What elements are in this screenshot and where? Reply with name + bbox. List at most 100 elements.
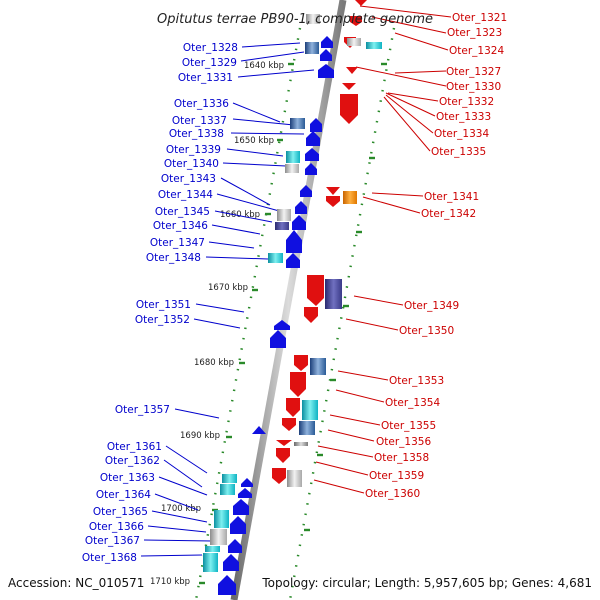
feature-block[interactable] xyxy=(277,209,291,221)
gene-label[interactable]: Oter_1338 xyxy=(169,128,224,140)
gene-marker[interactable] xyxy=(340,94,358,124)
feature-block[interactable] xyxy=(290,118,305,129)
gene-label[interactable]: Oter_1346 xyxy=(153,220,208,232)
gene-label[interactable]: Oter_1358 xyxy=(374,452,429,464)
gene-marker[interactable] xyxy=(272,468,286,484)
gene-marker[interactable] xyxy=(318,64,334,78)
gene-label[interactable]: Oter_1327 xyxy=(446,66,501,78)
gene-marker[interactable] xyxy=(350,16,362,26)
gene-label[interactable]: Oter_1340 xyxy=(164,158,219,170)
gene-label[interactable]: Oter_1333 xyxy=(436,111,491,123)
gene-label[interactable]: Oter_1360 xyxy=(365,488,420,500)
gene-label[interactable]: Oter_1359 xyxy=(369,470,424,482)
gene-label[interactable]: Oter_1362 xyxy=(105,455,160,467)
gene-label[interactable]: Oter_1352 xyxy=(135,314,190,326)
feature-block[interactable] xyxy=(210,529,227,545)
gene-label[interactable]: Oter_1355 xyxy=(381,420,436,432)
gene-label[interactable]: Oter_1353 xyxy=(389,375,444,387)
feature-block[interactable] xyxy=(302,400,318,420)
feature-block[interactable] xyxy=(366,42,382,49)
feature-block[interactable] xyxy=(287,470,302,487)
gene-marker[interactable] xyxy=(270,330,286,348)
gene-marker[interactable] xyxy=(305,163,317,175)
gene-marker[interactable] xyxy=(223,554,239,571)
gene-marker[interactable] xyxy=(241,478,253,487)
feature-block[interactable] xyxy=(275,222,289,230)
gene-label[interactable]: Oter_1354 xyxy=(385,397,440,409)
feature-block[interactable] xyxy=(343,191,357,204)
gene-label[interactable]: Oter_1364 xyxy=(96,489,151,501)
gene-marker[interactable] xyxy=(218,575,236,595)
gene-marker[interactable] xyxy=(252,426,266,434)
gene-marker[interactable] xyxy=(355,0,367,6)
feature-block[interactable] xyxy=(286,151,300,163)
gene-marker[interactable] xyxy=(342,83,356,90)
gene-marker[interactable] xyxy=(307,275,324,306)
gene-label[interactable]: Oter_1334 xyxy=(434,128,489,140)
gene-label[interactable]: Oter_1321 xyxy=(452,12,507,24)
gene-marker[interactable] xyxy=(320,49,332,61)
gene-marker[interactable] xyxy=(286,253,300,268)
gene-label[interactable]: Oter_1367 xyxy=(85,535,140,547)
gene-marker[interactable] xyxy=(228,539,242,553)
gene-label[interactable]: Oter_1344 xyxy=(158,189,213,201)
feature-block[interactable] xyxy=(325,279,342,309)
gene-label[interactable]: Oter_1349 xyxy=(404,300,459,312)
feature-block[interactable] xyxy=(285,164,299,173)
gene-marker[interactable] xyxy=(274,320,290,330)
gene-label[interactable]: Oter_1356 xyxy=(376,436,431,448)
gene-marker[interactable] xyxy=(306,131,320,146)
gene-label[interactable]: Oter_1361 xyxy=(107,441,162,453)
gene-label[interactable]: Oter_1337 xyxy=(172,115,227,127)
gene-marker[interactable] xyxy=(300,185,312,197)
gene-label[interactable]: Oter_1332 xyxy=(439,96,494,108)
gene-marker[interactable] xyxy=(321,36,333,48)
feature-block[interactable] xyxy=(268,253,283,263)
gene-label[interactable]: Oter_1335 xyxy=(431,146,486,158)
gene-label[interactable]: Oter_1347 xyxy=(150,237,205,249)
feature-block[interactable] xyxy=(205,546,220,552)
gene-marker[interactable] xyxy=(282,418,296,431)
gene-label[interactable]: Oter_1368 xyxy=(82,552,137,564)
feature-block[interactable] xyxy=(220,484,235,495)
gene-marker[interactable] xyxy=(286,230,302,253)
gene-label[interactable]: Oter_1328 xyxy=(183,42,238,54)
gene-marker[interactable] xyxy=(294,355,308,371)
gene-label[interactable]: Oter_1351 xyxy=(136,299,191,311)
gene-label[interactable]: Oter_1342 xyxy=(421,208,476,220)
gene-label[interactable]: Oter_1363 xyxy=(100,472,155,484)
gene-marker[interactable] xyxy=(233,499,249,515)
gene-label[interactable]: Oter_1329 xyxy=(182,57,237,69)
gene-marker[interactable] xyxy=(230,516,246,534)
gene-marker[interactable] xyxy=(286,398,300,417)
feature-block[interactable] xyxy=(310,358,326,375)
feature-block[interactable] xyxy=(203,553,218,572)
feature-block[interactable] xyxy=(305,42,319,54)
gene-marker[interactable] xyxy=(238,488,252,498)
gene-label[interactable]: Oter_1331 xyxy=(178,72,233,84)
gene-label[interactable]: Oter_1341 xyxy=(424,191,479,203)
gene-marker[interactable] xyxy=(326,196,340,207)
gene-label[interactable]: Oter_1324 xyxy=(449,45,504,57)
gene-marker[interactable] xyxy=(305,148,319,161)
gene-label[interactable]: Oter_1345 xyxy=(155,206,210,218)
gene-marker[interactable] xyxy=(276,440,292,446)
gene-marker[interactable] xyxy=(326,187,340,195)
feature-block[interactable] xyxy=(299,421,315,435)
gene-marker[interactable] xyxy=(290,372,306,397)
gene-marker[interactable] xyxy=(276,448,290,463)
gene-label[interactable]: Oter_1348 xyxy=(146,252,201,264)
feature-block[interactable] xyxy=(294,442,308,446)
gene-label[interactable]: Oter_1339 xyxy=(166,144,221,156)
gene-label[interactable]: Oter_1365 xyxy=(93,506,148,518)
feature-block[interactable] xyxy=(306,14,320,24)
gene-marker[interactable] xyxy=(292,215,306,230)
gene-label[interactable]: Oter_1343 xyxy=(161,173,216,185)
gene-label[interactable]: Oter_1323 xyxy=(447,27,502,39)
gene-label[interactable]: Oter_1350 xyxy=(399,325,454,337)
gene-marker[interactable] xyxy=(310,118,322,132)
gene-marker[interactable] xyxy=(304,307,318,323)
feature-block[interactable] xyxy=(222,474,237,483)
